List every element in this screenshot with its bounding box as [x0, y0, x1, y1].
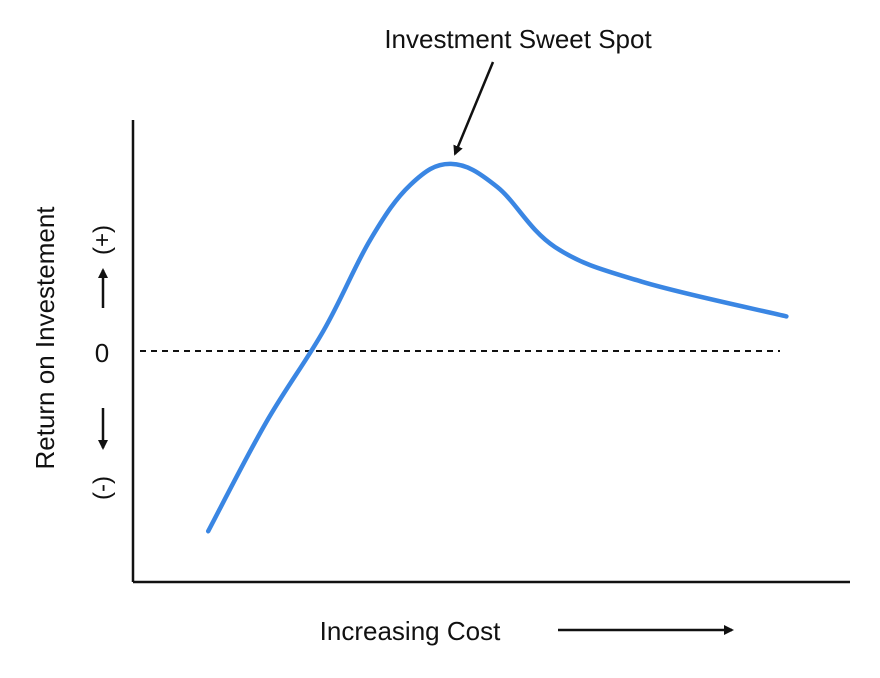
y-positive-label: (+): [89, 225, 116, 255]
series-line: [205, 161, 789, 534]
zero-label: 0: [95, 338, 109, 368]
annotation-text: Investment Sweet Spot: [384, 24, 652, 54]
y-axis-title: Return on Investement: [30, 206, 60, 470]
y-negative-label: (-): [89, 476, 116, 500]
annotation-arrow: [453, 61, 495, 156]
x-axis-title: Increasing Cost: [320, 616, 501, 646]
